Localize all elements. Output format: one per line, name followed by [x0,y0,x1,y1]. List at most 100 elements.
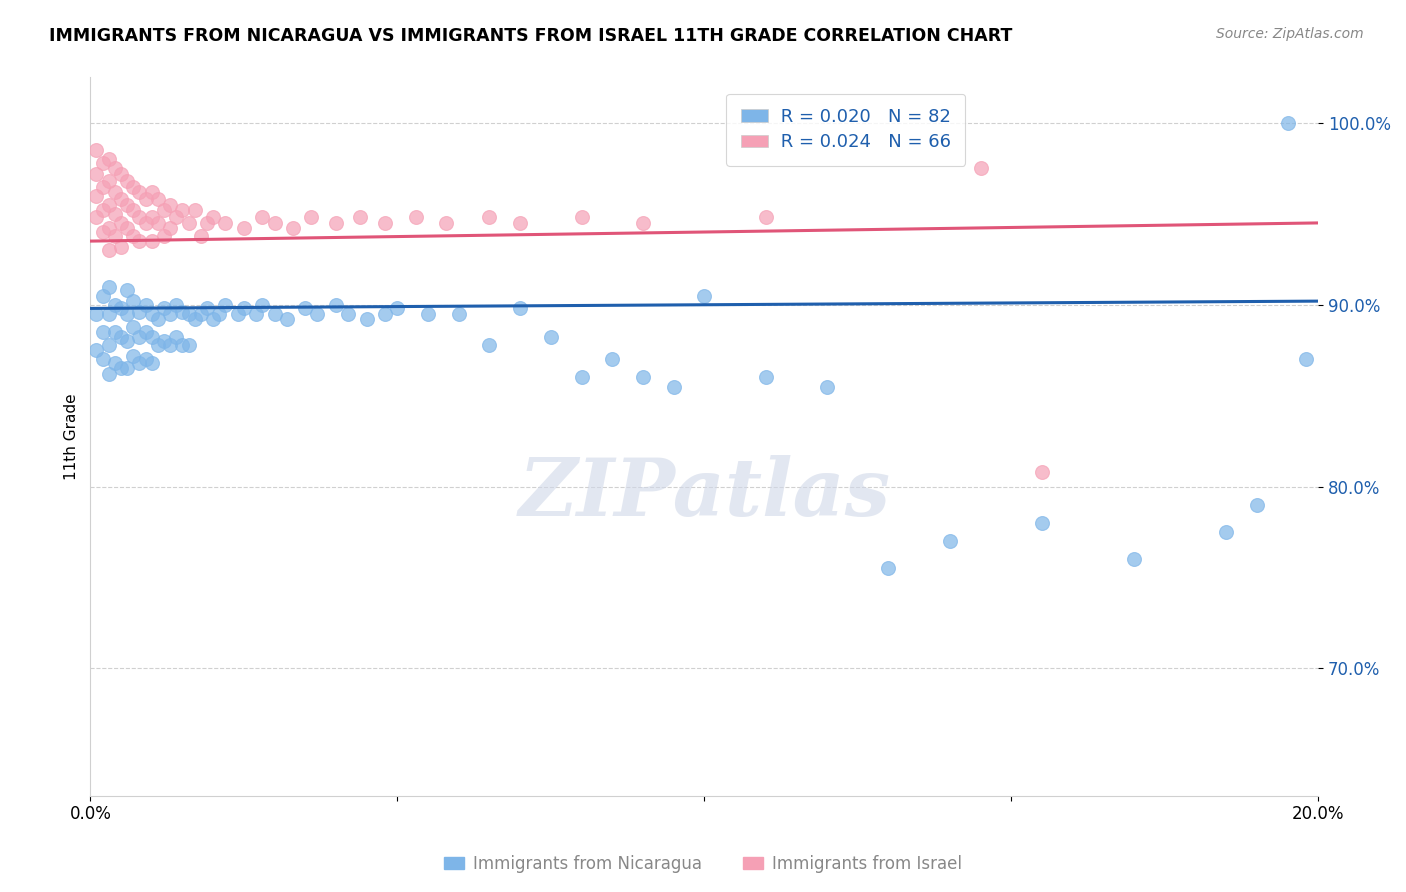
Point [110,216,132,230]
Point [159,338,181,352]
Point [128,234,150,248]
Point [755,211,778,225]
Point [294,301,316,316]
Point [115,334,138,348]
Point [252,298,274,312]
Point [208,307,231,321]
Point [447,307,470,321]
Point [159,307,181,321]
Point [325,298,347,312]
Point [631,216,654,230]
Point [104,325,127,339]
Point [325,216,347,230]
Point [128,356,150,370]
Point [693,288,716,302]
Point [104,298,127,312]
Point [128,185,150,199]
Point [195,216,218,230]
Point [115,174,138,188]
Point [115,221,138,235]
Point [115,361,138,376]
Point [141,307,163,321]
Point [97,243,120,257]
Point [416,307,439,321]
Point [97,153,120,167]
Point [128,330,150,344]
Point [141,185,163,199]
Point [86,343,108,358]
Point [128,305,150,319]
Point [135,325,157,339]
Point [86,143,108,157]
Point [97,367,120,381]
Point [183,203,205,218]
Point [86,307,108,321]
Text: ZIPatlas: ZIPatlas [519,455,890,533]
Point [86,211,108,225]
Point [86,188,108,202]
Point [97,279,120,293]
Point [141,356,163,370]
Point [245,307,267,321]
Point [97,221,120,235]
Point [405,211,427,225]
Point [299,211,322,225]
Point [755,370,778,384]
Point [1123,552,1146,566]
Point [97,307,120,321]
Point [122,228,145,243]
Point [374,307,396,321]
Point [128,211,150,225]
Point [146,338,169,352]
Point [104,207,127,221]
Point [509,301,531,316]
Point [281,221,304,235]
Point [122,349,145,363]
Text: IMMIGRANTS FROM NICARAGUA VS IMMIGRANTS FROM ISRAEL 11TH GRADE CORRELATION CHART: IMMIGRANTS FROM NICARAGUA VS IMMIGRANTS … [49,27,1012,45]
Point [190,307,212,321]
Point [252,211,274,225]
Point [1031,465,1053,479]
Point [122,319,145,334]
Point [337,307,360,321]
Point [115,198,138,212]
Point [104,185,127,199]
Point [97,338,120,352]
Point [815,379,838,393]
Point [153,228,176,243]
Point [214,216,236,230]
Point [91,352,114,367]
Point [232,301,254,316]
Point [172,338,194,352]
Point [276,312,298,326]
Point [356,312,378,326]
Point [177,338,200,352]
Point [662,379,685,393]
Point [153,301,176,316]
Point [135,352,157,367]
Point [91,288,114,302]
Point [110,192,132,206]
Point [195,301,218,316]
Point [153,203,176,218]
Point [202,312,225,326]
Point [631,370,654,384]
Point [104,356,127,370]
Point [177,216,200,230]
Legend:  R = 0.020   N = 82,  R = 0.024   N = 66: R = 0.020 N = 82, R = 0.024 N = 66 [727,94,966,166]
Point [571,211,593,225]
Point [115,283,138,297]
Point [141,234,163,248]
Point [86,167,108,181]
Point [190,228,212,243]
Point [91,203,114,218]
Point [141,330,163,344]
Point [165,211,187,225]
Text: Source: ZipAtlas.com: Source: ZipAtlas.com [1216,27,1364,41]
Point [387,301,409,316]
Point [969,161,991,176]
Point [226,307,249,321]
Point [146,192,169,206]
Point [122,203,145,218]
Point [122,294,145,309]
